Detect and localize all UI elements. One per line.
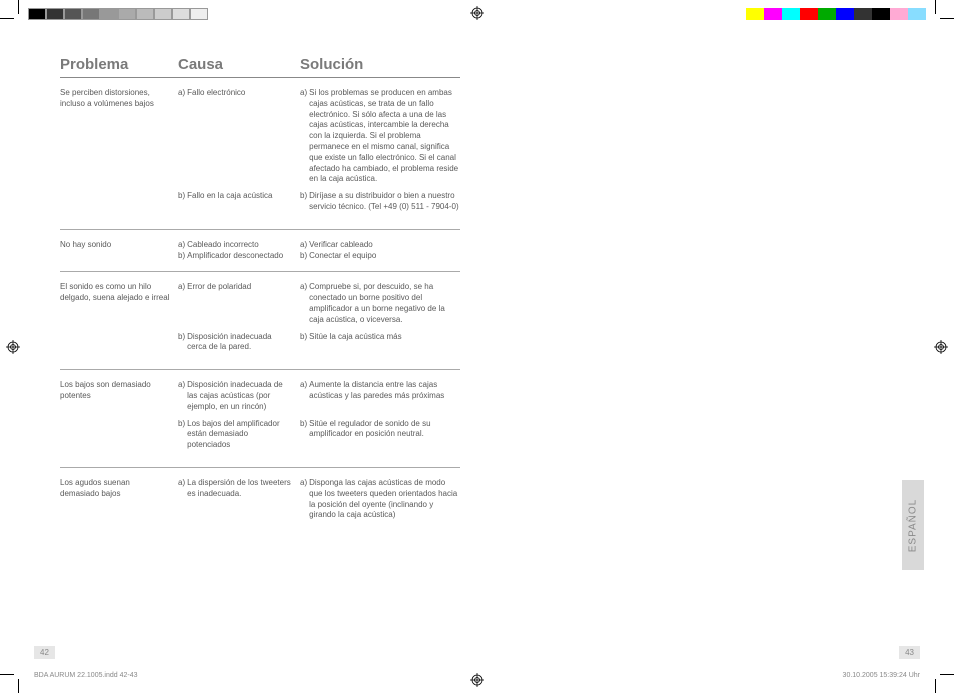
cause-cell: b)Fallo en la caja acústica xyxy=(178,191,300,213)
table-row: b)Los bajos del amplificador están demas… xyxy=(60,419,460,451)
table-section: El sonido es como un hilo delgado, suena… xyxy=(60,282,460,370)
solution-cell: a)Compruebe si, por descuido, se ha cone… xyxy=(300,282,460,325)
table-section: Los agudos suenan demasiado bajosa)La di… xyxy=(60,478,460,537)
cause-cell: a)Fallo electrónico xyxy=(178,88,300,185)
cause-cell: a)Cableado incorrecto xyxy=(178,240,300,251)
table-row: El sonido es como un hilo delgado, suena… xyxy=(60,282,460,325)
footer-filename: BDA AURUM 22.1005.indd 42-43 xyxy=(34,672,138,679)
footer-timestamp: 30.10.2005 15:39:24 Uhr xyxy=(843,672,920,679)
cause-cell: b)Disposición inadecuada cerca de la par… xyxy=(178,332,300,354)
problem-cell: Se perciben distorsiones, incluso a volú… xyxy=(60,88,178,185)
problem-cell xyxy=(60,191,178,213)
page-number-left: 42 xyxy=(34,646,55,659)
solution-cell: b)Sitúe el regulador de sonido de su amp… xyxy=(300,419,460,451)
cause-cell: a)Disposición inadecuada de las cajas ac… xyxy=(178,380,300,412)
colorbar-left xyxy=(28,8,208,20)
table-section: No hay sonidoa)Cableado incorrectoa)Veri… xyxy=(60,240,460,273)
table-section: Los bajos son demasiado potentesa)Dispos… xyxy=(60,380,460,468)
problem-cell: El sonido es como un hilo delgado, suena… xyxy=(60,282,178,325)
solution-cell: a)Si los problemas se producen en ambas … xyxy=(300,88,460,185)
cause-cell: b)Amplificador desconectado xyxy=(178,251,300,262)
registration-mark-left xyxy=(6,340,20,354)
cause-cell: b)Los bajos del amplificador están demas… xyxy=(178,419,300,451)
solution-cell: a)Verificar cableado xyxy=(300,240,460,251)
problem-cell xyxy=(60,332,178,354)
header-causa: Causa xyxy=(178,56,300,73)
solution-cell: b)Sitúe la caja acústica más xyxy=(300,332,460,354)
language-tab: ESPAÑOL xyxy=(902,480,924,570)
table-row: Los agudos suenan demasiado bajosa)La di… xyxy=(60,478,460,521)
solution-cell: b)Conectar el equipo xyxy=(300,251,460,262)
problem-cell xyxy=(60,419,178,451)
table-row: b)Amplificador desconectadob)Conectar el… xyxy=(60,251,460,262)
solution-cell: a)Disponga las cajas acústicas de modo q… xyxy=(300,478,460,521)
table-row: b)Fallo en la caja acústicab)Diríjase a … xyxy=(60,191,460,213)
registration-mark-right xyxy=(934,340,948,354)
table-row: Se perciben distorsiones, incluso a volú… xyxy=(60,88,460,185)
troubleshooting-table: Problema Causa Solución Se perciben dist… xyxy=(60,56,460,547)
page-number-right: 43 xyxy=(899,646,920,659)
cause-cell: a)Error de polaridad xyxy=(178,282,300,325)
table-row: No hay sonidoa)Cableado incorrectoa)Veri… xyxy=(60,240,460,251)
table-row: b)Disposición inadecuada cerca de la par… xyxy=(60,332,460,354)
header-solucion: Solución xyxy=(300,56,460,73)
table-section: Se perciben distorsiones, incluso a volú… xyxy=(60,88,460,230)
registration-mark-bottom xyxy=(470,673,484,687)
problem-cell: No hay sonido xyxy=(60,240,178,251)
cause-cell: a)La dispersión de los tweeters es inade… xyxy=(178,478,300,521)
problem-cell: Los bajos son demasiado potentes xyxy=(60,380,178,412)
solution-cell: b)Diríjase a su distribuidor o bien a nu… xyxy=(300,191,460,213)
registration-mark-top xyxy=(470,6,484,20)
solution-cell: a)Aumente la distancia entre las cajas a… xyxy=(300,380,460,412)
table-row: Los bajos son demasiado potentesa)Dispos… xyxy=(60,380,460,412)
colorbar-right xyxy=(746,8,926,20)
header-problema: Problema xyxy=(60,56,178,73)
problem-cell xyxy=(60,251,178,262)
problem-cell: Los agudos suenan demasiado bajos xyxy=(60,478,178,521)
